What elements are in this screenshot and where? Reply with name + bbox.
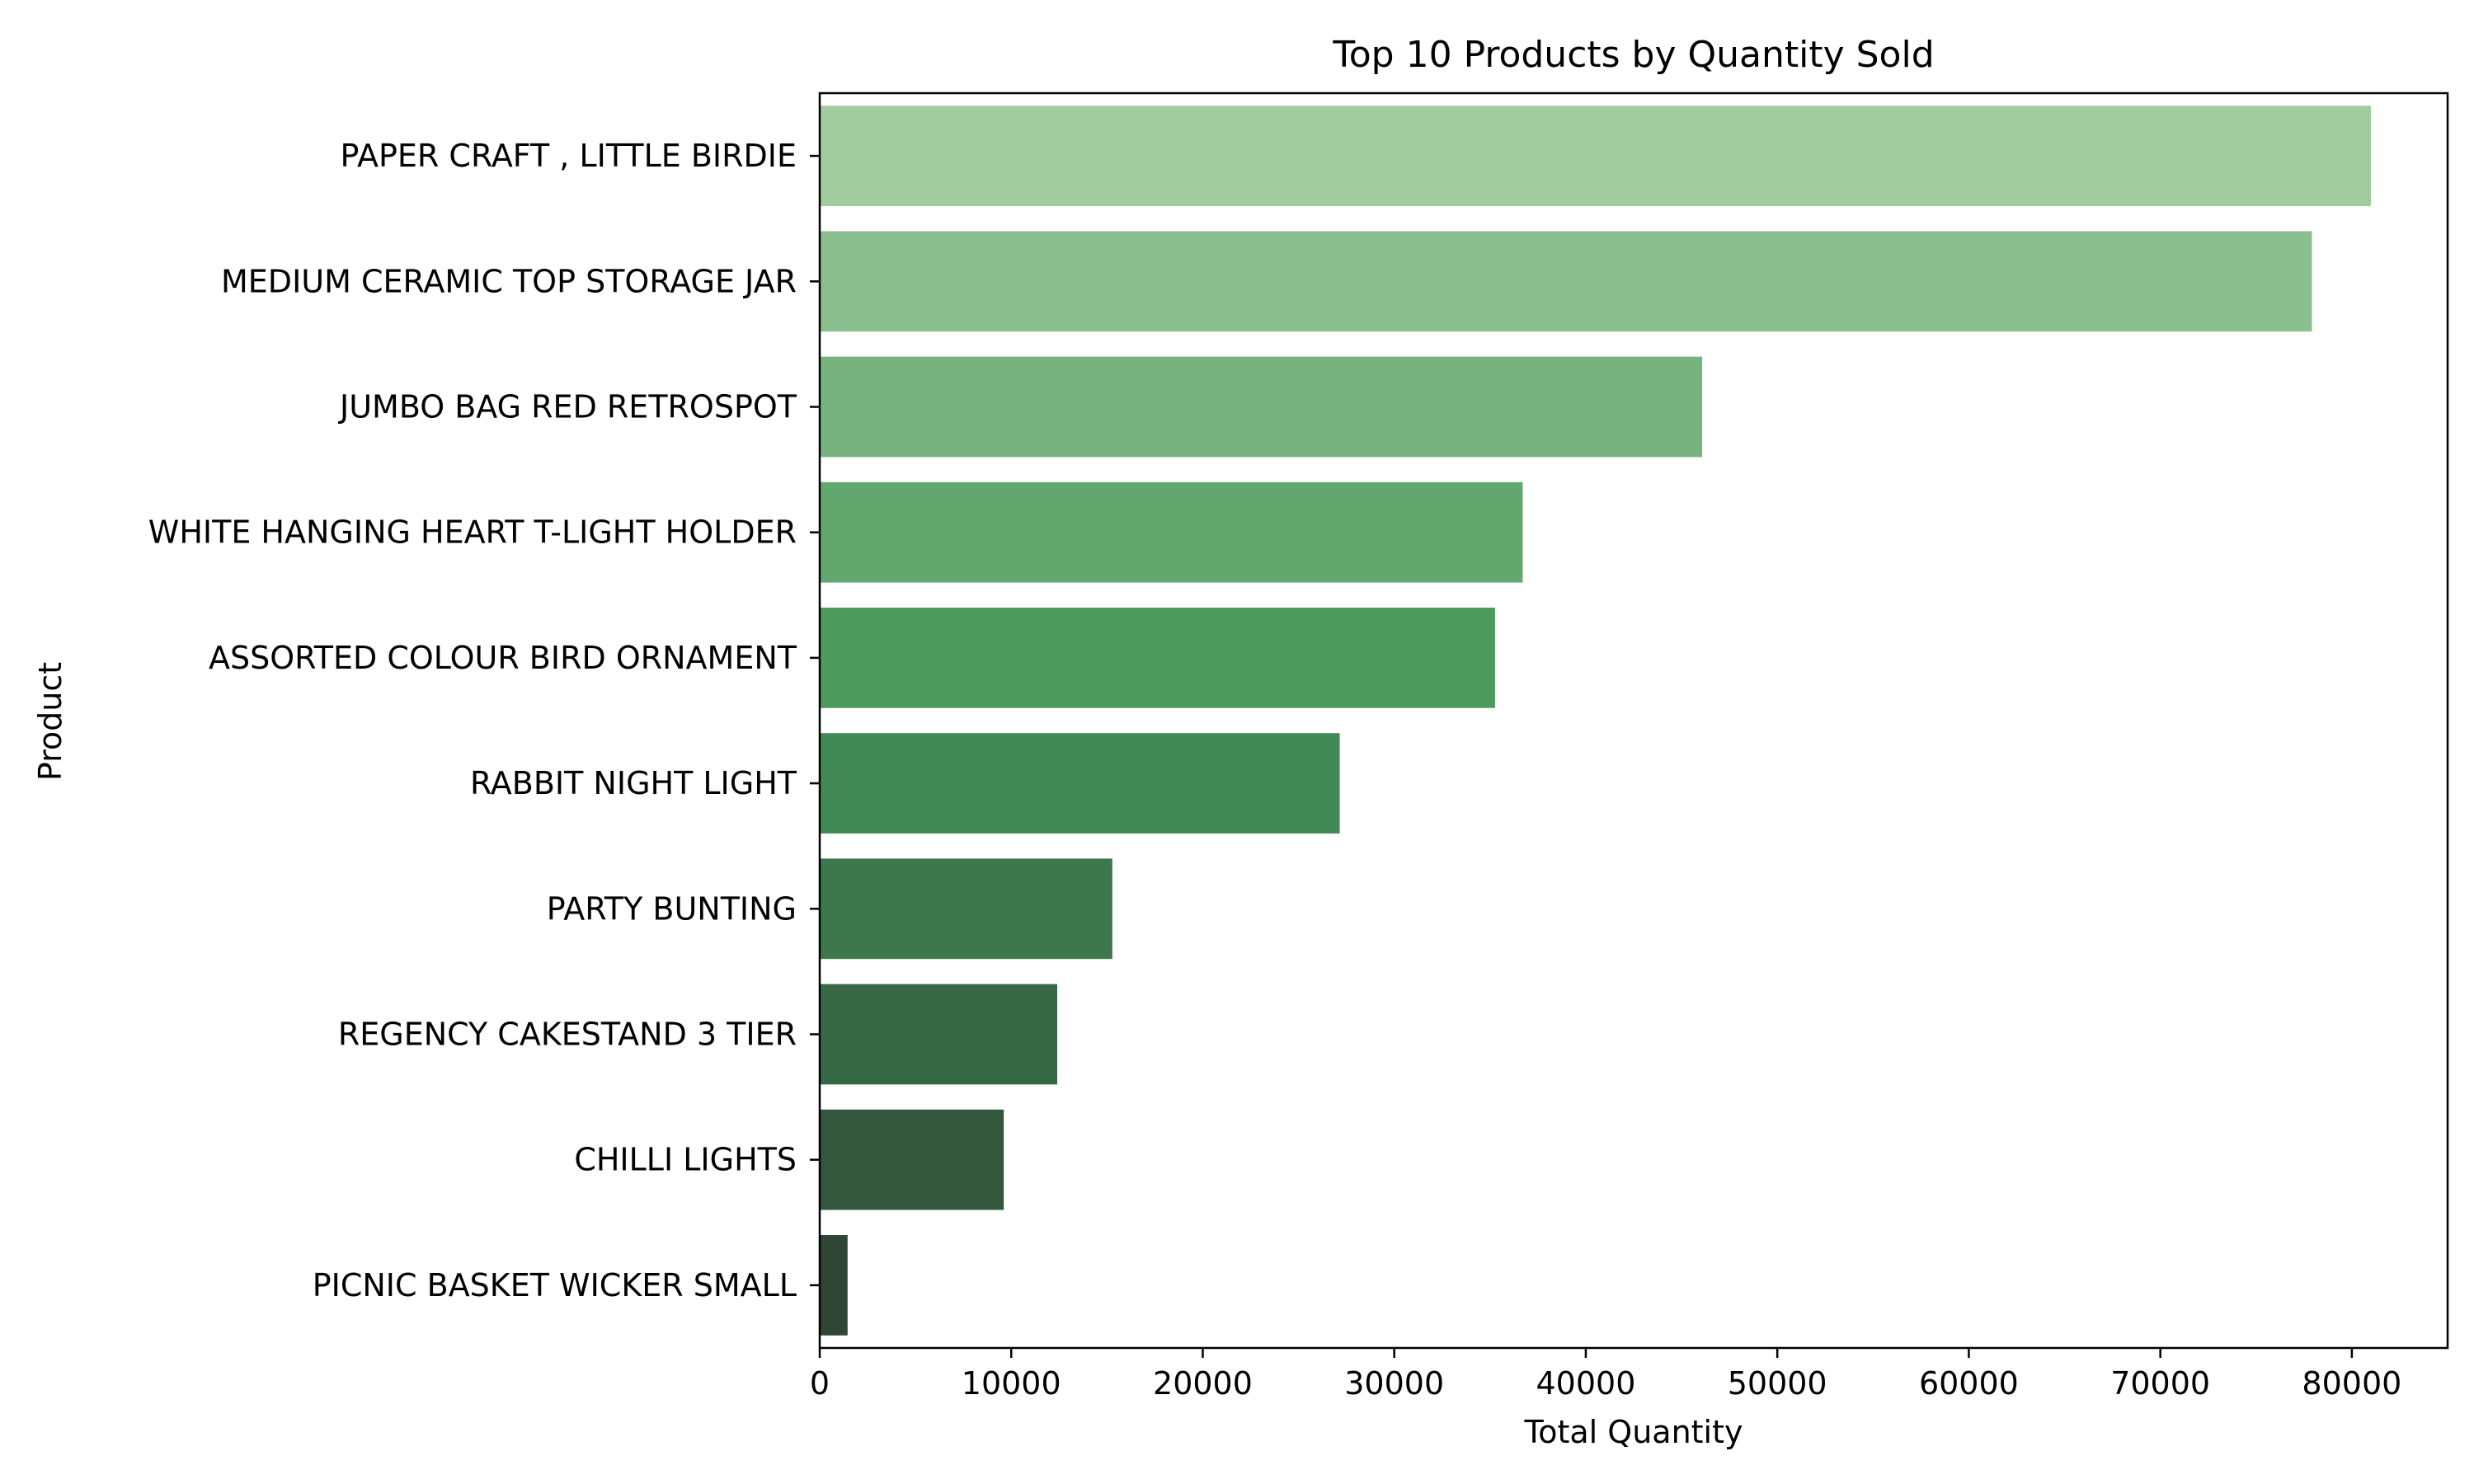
- x-tick-label: 70000: [2110, 1365, 2210, 1402]
- bar: [820, 984, 1058, 1085]
- x-tick-label: 60000: [1919, 1365, 2019, 1402]
- bar: [820, 481, 1523, 583]
- bars-layer: [820, 106, 2371, 1336]
- x-tick-label: 30000: [1344, 1365, 1444, 1402]
- y-tick-label: PAPER CRAFT , LITTLE BIRDIE: [341, 138, 797, 174]
- chart-title: Top 10 Products by Quantity Sold: [1332, 34, 1934, 76]
- bar: [820, 231, 2312, 332]
- bar: [820, 106, 2371, 206]
- y-tick-label: ASSORTED COLOUR BIRD ORNAMENT: [209, 640, 797, 676]
- x-tick-label: 50000: [1728, 1365, 1827, 1402]
- y-axis: PAPER CRAFT , LITTLE BIRDIE MEDIUM CERAMI…: [148, 138, 820, 1303]
- y-tick-label: PICNIC BASKET WICKER SMALL: [313, 1267, 797, 1303]
- x-tick-label: 0: [810, 1365, 830, 1402]
- y-tick-label: PARTY BUNTING: [547, 890, 797, 927]
- bar: [820, 733, 1340, 834]
- bar: [820, 1235, 848, 1336]
- y-tick-label: JUMBO BAG RED RETROSPOT: [338, 389, 797, 425]
- x-axis-label: Total Quantity: [1523, 1414, 1743, 1450]
- y-tick-label: REGENCY CAKESTAND 3 TIER: [338, 1017, 797, 1053]
- y-tick-label: RABBIT NIGHT LIGHT: [470, 765, 797, 801]
- y-tick-label: MEDIUM CERAMIC TOP STORAGE JAR: [221, 263, 797, 299]
- bar: [820, 608, 1495, 708]
- bar: [820, 858, 1112, 960]
- y-tick-label: CHILLI LIGHTS: [574, 1142, 797, 1178]
- y-axis-label: Product: [32, 662, 68, 781]
- plot-frame: [818, 92, 2449, 1350]
- bar: [820, 356, 1703, 458]
- x-axis: 0 10000 20000 30000 40000 50000 60000 70000 8000…: [810, 1348, 2401, 1402]
- x-tick-label: 20000: [1153, 1365, 1253, 1402]
- bar: [820, 1109, 1004, 1210]
- x-tick-label: 10000: [962, 1365, 1061, 1402]
- x-tick-label: 40000: [1536, 1365, 1635, 1402]
- x-tick-label: 80000: [2302, 1365, 2401, 1402]
- y-tick-label: WHITE HANGING HEART T-LIGHT HOLDER: [148, 514, 797, 551]
